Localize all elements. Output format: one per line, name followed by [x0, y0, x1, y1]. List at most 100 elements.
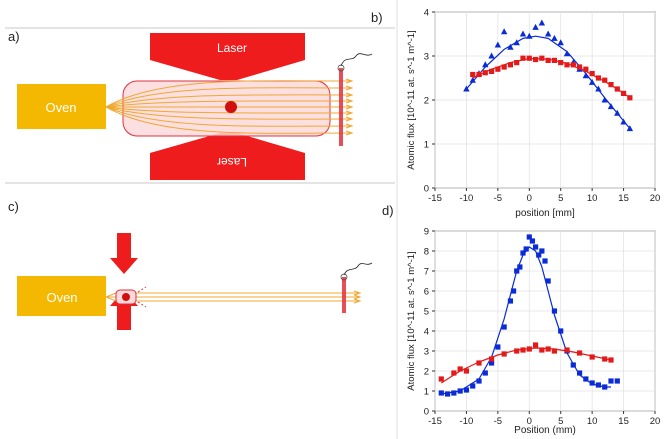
data-point-series-0: [595, 85, 602, 92]
data-point-series-1: [526, 346, 532, 352]
data-point-series-1: [526, 55, 532, 61]
data-point-series-1: [539, 347, 545, 353]
data-point-series-1: [589, 71, 595, 77]
beam-ray: [105, 80, 353, 108]
y-tick-label: 4: [424, 8, 429, 19]
laser-top-beam: [150, 33, 305, 80]
data-point-series-0: [501, 324, 507, 330]
chart-d-ylabel: Atomic flux [10^-11 at. s^-1 m^-1]: [406, 251, 417, 390]
data-point-series-0: [588, 78, 596, 85]
data-point-series-0: [608, 378, 614, 384]
data-point-series-0: [469, 76, 476, 83]
data-point-series-0: [558, 328, 564, 334]
data-point-series-0: [463, 85, 470, 92]
data-point-series-0: [457, 388, 463, 394]
data-point-series-0: [563, 50, 571, 57]
beam-arrow-icon: [345, 116, 354, 122]
data-point-series-0: [488, 360, 495, 366]
data-point-series-1: [482, 70, 488, 76]
data-point-series-1: [564, 62, 570, 68]
data-point-series-0: [626, 125, 634, 132]
x-tick-label: 10: [587, 193, 598, 204]
y-tick-label: 5: [424, 307, 429, 318]
data-point-series-1: [438, 376, 444, 382]
beam-arrow-icon: [353, 294, 362, 300]
data-point-series-1: [532, 56, 539, 63]
data-point-series-1: [602, 77, 608, 83]
data-point-series-1: [620, 90, 627, 96]
data-point-series-1: [501, 64, 507, 70]
chart-b-xlabel: position [mm]: [515, 208, 575, 219]
data-point-series-0: [551, 34, 558, 41]
data-point-series-1: [520, 55, 526, 61]
data-point-series-0: [463, 387, 470, 393]
x-tick-label: 0: [527, 193, 532, 204]
chart-b-marks: [463, 19, 634, 132]
data-point-series-0: [542, 258, 548, 264]
x-tick-label: 15: [618, 193, 629, 204]
laser-top-label: Laser: [217, 41, 247, 55]
y-tick-label: 1: [424, 387, 429, 398]
data-point-series-0: [538, 19, 546, 26]
data-point-series-0: [523, 246, 529, 252]
x-tick-label: 0: [527, 416, 532, 427]
y-tick-label: 0: [424, 184, 429, 195]
beam-ray: [105, 100, 353, 108]
data-point-series-0: [614, 109, 621, 116]
data-point-series-1: [551, 57, 558, 63]
data-point-series-0: [514, 268, 520, 274]
data-point-series-1: [608, 357, 614, 363]
beam-arrow-icon: [353, 290, 362, 296]
data-point-series-0: [526, 32, 533, 39]
data-point-series-0: [607, 103, 615, 110]
oven-label-top: Oven: [45, 100, 76, 115]
schematic-top: a) b) Laser Laser Oven: [5, 10, 395, 184]
atom-cloud-bottom: [122, 293, 130, 301]
beam-ray: [105, 106, 353, 114]
collimation-marks: [137, 286, 147, 308]
y-tick-label: 7: [424, 267, 429, 278]
data-point-series-1: [595, 75, 602, 81]
data-point-series-0: [601, 96, 608, 103]
y-tick-label: 4: [424, 327, 429, 338]
detector-probe-top: [339, 68, 343, 146]
x-tick-label: 10: [587, 416, 598, 427]
panel-label-b: b): [371, 10, 383, 25]
data-point-series-0: [482, 370, 488, 376]
data-point-series-0: [526, 234, 532, 240]
x-tick-label: 20: [650, 193, 661, 204]
data-point-series-0: [519, 30, 527, 37]
beam-ray: [105, 87, 353, 108]
laser-down-arrow: [110, 233, 138, 274]
data-point-series-1: [476, 71, 482, 78]
data-point-series-0: [539, 248, 545, 254]
data-point-series-0: [529, 238, 536, 244]
y-tick-label: 3: [424, 52, 429, 63]
data-point-series-0: [470, 383, 476, 389]
data-point-series-1: [576, 350, 583, 356]
chart-d: -15 -10 -5 0 5 10 15 20 0 1 2 3 4 5 6 7 8 9 Position (mm)…: [406, 227, 660, 437]
x-tick-label: 15: [618, 416, 629, 427]
data-point-series-0: [544, 30, 552, 37]
data-point-series-1: [532, 342, 539, 348]
chart-d-xlabel: Position (mm): [514, 425, 576, 436]
data-point-series-1: [551, 348, 558, 354]
panel-label-c: c): [8, 199, 19, 214]
data-point-series-1: [457, 366, 463, 372]
atom-beam-bottom: [105, 290, 362, 304]
data-point-series-0: [583, 376, 589, 382]
data-point-series-0: [451, 390, 457, 396]
data-point-series-0: [589, 380, 595, 386]
beam-arrow-icon: [345, 110, 354, 116]
data-point-series-0: [536, 252, 542, 258]
chart-d-ticks: -15 -10 -5 0 5 10 15 20 0 1 2 3 4 5 6 7 8 9: [424, 227, 661, 428]
detector-tip-bottom: [340, 273, 348, 281]
x-tick-label: 5: [558, 193, 563, 204]
data-point-series-0: [576, 370, 583, 376]
data-point-series-1: [507, 62, 514, 68]
data-point-series-0: [614, 378, 620, 384]
chart-b: -15 -10 -5 0 5 10 15 20 0 1 2 3 4 position [mm] Atom…: [406, 8, 660, 220]
data-point-series-0: [545, 278, 551, 284]
data-point-series-0: [582, 72, 590, 79]
photon-wave-bottom-icon: [343, 262, 373, 276]
